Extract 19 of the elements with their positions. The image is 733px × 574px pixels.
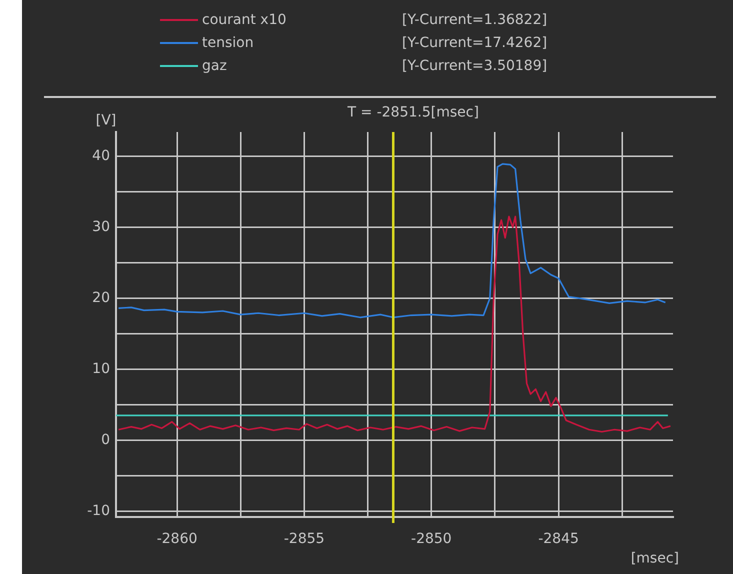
x-tick-label: -2860 (156, 531, 198, 548)
legend-label: courant x10 (202, 12, 288, 28)
text: [Y-Current=17.4262] (402, 34, 548, 50)
x-axis-title: [msec] (630, 550, 679, 567)
x-tick-label: -2855 (284, 531, 325, 548)
y-axis-title: [V] (96, 112, 116, 129)
ref-line-label: T = -2851.5[msec] (346, 104, 479, 121)
x-tick-label: -2845 (538, 531, 579, 548)
y-tick-label: 20 (92, 290, 110, 306)
y-tick-label: 0 (101, 432, 110, 448)
y-tick-label: -10 (87, 502, 110, 519)
y-tick-label: 10 (92, 360, 110, 377)
text: [Y-Current=3.50189] (402, 58, 548, 74)
legend-label: tension (202, 34, 255, 50)
y-tick-label: 30 (92, 218, 110, 235)
x-tick-label: -2850 (411, 531, 452, 548)
legend-label: gaz (202, 58, 228, 74)
text: [Y-Current=1.36822] (402, 12, 548, 28)
y-tick-label: 40 (92, 148, 110, 164)
